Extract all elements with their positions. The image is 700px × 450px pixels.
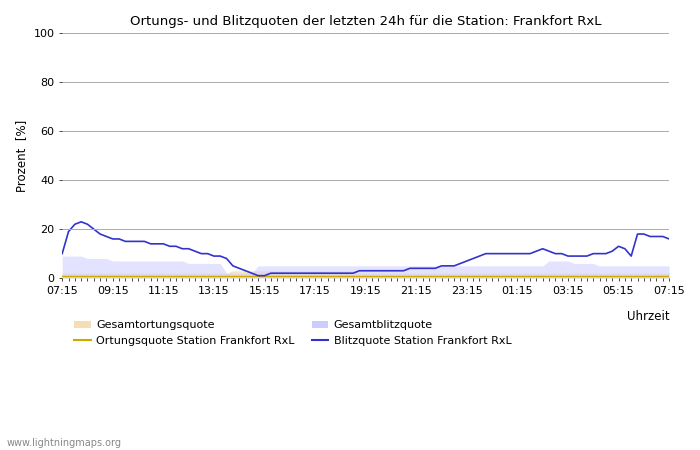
Y-axis label: Prozent  [%]: Prozent [%] bbox=[15, 120, 28, 192]
Text: Uhrzeit: Uhrzeit bbox=[626, 310, 669, 323]
Text: www.lightningmaps.org: www.lightningmaps.org bbox=[7, 438, 122, 448]
Title: Ortungs- und Blitzquoten der letzten 24h für die Station: Frankfort RxL: Ortungs- und Blitzquoten der letzten 24h… bbox=[130, 15, 601, 28]
Legend: Gesamtortungsquote, Ortungsquote Station Frankfort RxL, Gesamtblitzquote, Blitzq: Gesamtortungsquote, Ortungsquote Station… bbox=[74, 320, 512, 346]
